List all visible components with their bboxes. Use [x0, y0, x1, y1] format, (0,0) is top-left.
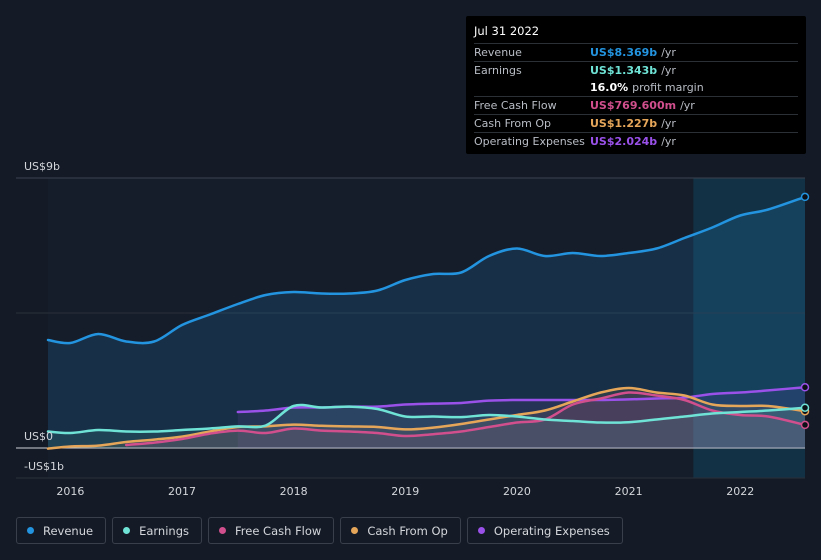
chart-tooltip: Jul 31 2022 Revenue US$8.369b /yr Earnin…	[466, 16, 806, 154]
series-endpoints	[800, 192, 810, 430]
legend-label: Earnings	[139, 523, 189, 538]
tooltip-value: US$8.369b	[590, 46, 658, 59]
legend-dot-icon	[351, 527, 359, 534]
tooltip-row-profit-margin: 16.0% profit margin	[474, 79, 798, 96]
tooltip-unit: /yr	[661, 64, 676, 77]
tooltip-label: Cash From Op	[474, 117, 552, 130]
line-free-cash-flow	[124, 391, 807, 447]
x-tick-label: 2018	[280, 485, 308, 498]
x-tick-label: 2020	[503, 485, 531, 498]
tooltip-value: US$769.600m	[590, 99, 677, 112]
y-axis-label-min: -US$1b	[24, 460, 64, 473]
area-cash-from-op	[48, 388, 805, 449]
tooltip-label: Operating Expenses	[474, 135, 585, 148]
area-free-cash-flow	[126, 392, 805, 448]
line-earnings	[46, 403, 807, 435]
series-lines	[46, 195, 807, 450]
x-tick-label: 2019	[391, 485, 419, 498]
tooltip-row-operating-expenses: Operating Expenses US$2.024b /yr	[474, 132, 798, 150]
tooltip-value: 16.0%	[590, 81, 629, 94]
tooltip-value: US$1.343b	[590, 64, 658, 77]
tooltip-unit: profit margin	[632, 81, 704, 94]
legend-item-free-cash-flow[interactable]: Free Cash Flow	[208, 517, 335, 544]
x-tick-label: 2017	[168, 485, 196, 498]
tooltip-value: US$2.024b	[590, 135, 658, 148]
tooltip-unit: /yr	[680, 99, 695, 112]
series-areas	[48, 196, 806, 449]
legend-item-earnings[interactable]: Earnings	[112, 517, 202, 544]
tooltip-date: Jul 31 2022	[474, 24, 540, 38]
x-tick-label: 2021	[615, 485, 643, 498]
y-axis-label-zero: US$0	[24, 430, 53, 443]
x-tick-label: 2022	[726, 485, 754, 498]
chart-legend: Revenue Earnings Free Cash Flow Cash Fro…	[16, 517, 623, 544]
legend-label: Operating Expenses	[493, 523, 610, 538]
legend-label: Revenue	[43, 523, 94, 538]
legend-label: Free Cash Flow	[235, 523, 322, 538]
tooltip-row-free-cash-flow: Free Cash Flow US$769.600m /yr	[474, 96, 798, 114]
endpoint-operating-expenses	[800, 383, 810, 392]
tooltip-unit: /yr	[661, 46, 676, 59]
tooltip-label: Revenue	[474, 46, 522, 59]
legend-dot-icon	[123, 527, 131, 534]
x-tick-label: 2016	[56, 485, 84, 498]
legend-dot-icon	[27, 527, 34, 534]
legend-item-cash-from-op[interactable]: Cash From Op	[340, 517, 461, 544]
gridlines	[16, 177, 805, 479]
endpoint-earnings	[800, 403, 810, 412]
tooltip-label: Earnings	[474, 64, 522, 77]
legend-item-operating-expenses[interactable]: Operating Expenses	[466, 517, 623, 544]
tooltip-row-cash-from-op: Cash From Op US$1.227b /yr	[474, 114, 798, 132]
line-cash-from-op	[46, 386, 807, 450]
tooltip-unit: /yr	[661, 135, 676, 148]
tooltip-row-earnings: Earnings US$1.343b /yr	[474, 61, 798, 79]
line-revenue	[46, 195, 807, 345]
x-axis-ticks: 2016 2017 2018 2019 2020 2021 2022	[56, 485, 754, 498]
legend-dot-icon	[219, 527, 226, 534]
legend-dot-icon	[477, 527, 485, 534]
y-axis-label-max: US$9b	[24, 160, 60, 173]
tooltip-row-revenue: Revenue US$8.369b /yr	[474, 43, 798, 61]
legend-item-revenue[interactable]: Revenue	[16, 517, 107, 544]
legend-label: Cash From Op	[367, 523, 448, 538]
endpoint-revenue	[800, 192, 810, 202]
tooltip-value: US$1.227b	[590, 117, 658, 130]
endpoint-free-cash-flow	[800, 420, 810, 430]
tooltip-unit: /yr	[661, 117, 676, 130]
tooltip-label: Free Cash Flow	[474, 99, 557, 112]
area-earnings	[48, 404, 805, 448]
area-revenue	[48, 196, 805, 448]
